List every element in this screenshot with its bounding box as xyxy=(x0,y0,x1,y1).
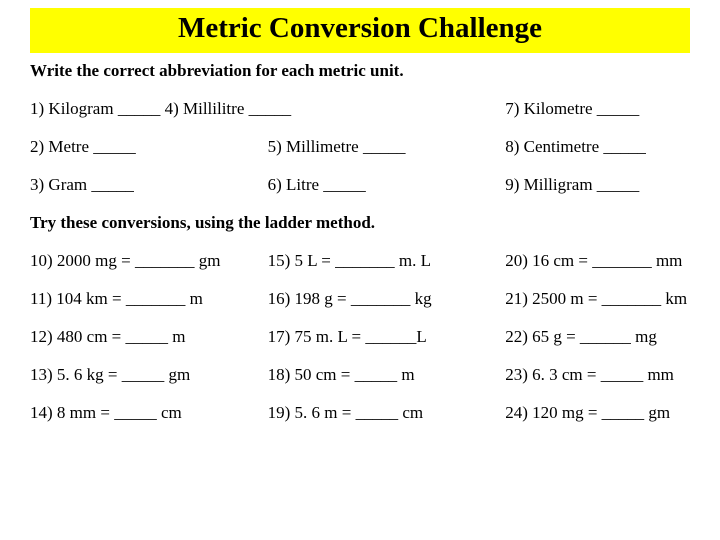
s2-row5: 14) 8 mm = _____ cm 19) 5. 6 m = _____ c… xyxy=(30,403,690,423)
q18: 18) 50 cm = _____ m xyxy=(268,365,506,385)
q6: 6) Litre _____ xyxy=(268,175,506,195)
q12: 12) 480 cm = _____ m xyxy=(30,327,268,347)
s2-row2: 11) 104 km = _______ m 16) 198 g = _____… xyxy=(30,289,690,309)
worksheet-page: Metric Conversion Challenge Write the co… xyxy=(0,0,720,449)
q9: 9) Milligram _____ xyxy=(505,175,690,195)
q20: 20) 16 cm = _______ mm xyxy=(505,251,690,271)
q24: 24) 120 mg = _____ gm xyxy=(505,403,690,423)
q8: 8) Centimetre _____ xyxy=(505,137,690,157)
q19: 19) 5. 6 m = _____ cm xyxy=(268,403,506,423)
instruction-1: Write the correct abbreviation for each … xyxy=(30,61,690,81)
q21: 21) 2500 m = _______ km xyxy=(505,289,690,309)
instruction-2: Try these conversions, using the ladder … xyxy=(30,213,690,233)
s2-row1: 10) 2000 mg = _______ gm 15) 5 L = _____… xyxy=(30,251,690,271)
q23: 23) 6. 3 cm = _____ mm xyxy=(505,365,690,385)
q10: 10) 2000 mg = _______ gm xyxy=(30,251,268,271)
q17: 17) 75 m. L = ______L xyxy=(268,327,506,347)
s1-row2: 2) Metre _____ 5) Millimetre _____ 8) Ce… xyxy=(30,137,690,157)
s2-row4: 13) 5. 6 kg = _____ gm 18) 50 cm = _____… xyxy=(30,365,690,385)
s1-row3: 3) Gram _____ 6) Litre _____ 9) Milligra… xyxy=(30,175,690,195)
page-title: Metric Conversion Challenge xyxy=(178,12,542,44)
q14: 14) 8 mm = _____ cm xyxy=(30,403,268,423)
q2: 2) Metre _____ xyxy=(30,137,268,157)
s1-row1: 1) Kilogram _____ 4) Millilitre _____ 7)… xyxy=(30,99,690,119)
q13: 13) 5. 6 kg = _____ gm xyxy=(30,365,268,385)
s2-row3: 12) 480 cm = _____ m 17) 75 m. L = _____… xyxy=(30,327,690,347)
q7: 7) Kilometre _____ xyxy=(505,99,690,119)
q1-q4: 1) Kilogram _____ 4) Millilitre _____ xyxy=(30,99,505,119)
q5: 5) Millimetre _____ xyxy=(268,137,506,157)
title-bar: Metric Conversion Challenge xyxy=(30,8,690,53)
q22: 22) 65 g = ______ mg xyxy=(505,327,690,347)
q16: 16) 198 g = _______ kg xyxy=(268,289,506,309)
q15: 15) 5 L = _______ m. L xyxy=(268,251,506,271)
q3: 3) Gram _____ xyxy=(30,175,268,195)
q11: 11) 104 km = _______ m xyxy=(30,289,268,309)
